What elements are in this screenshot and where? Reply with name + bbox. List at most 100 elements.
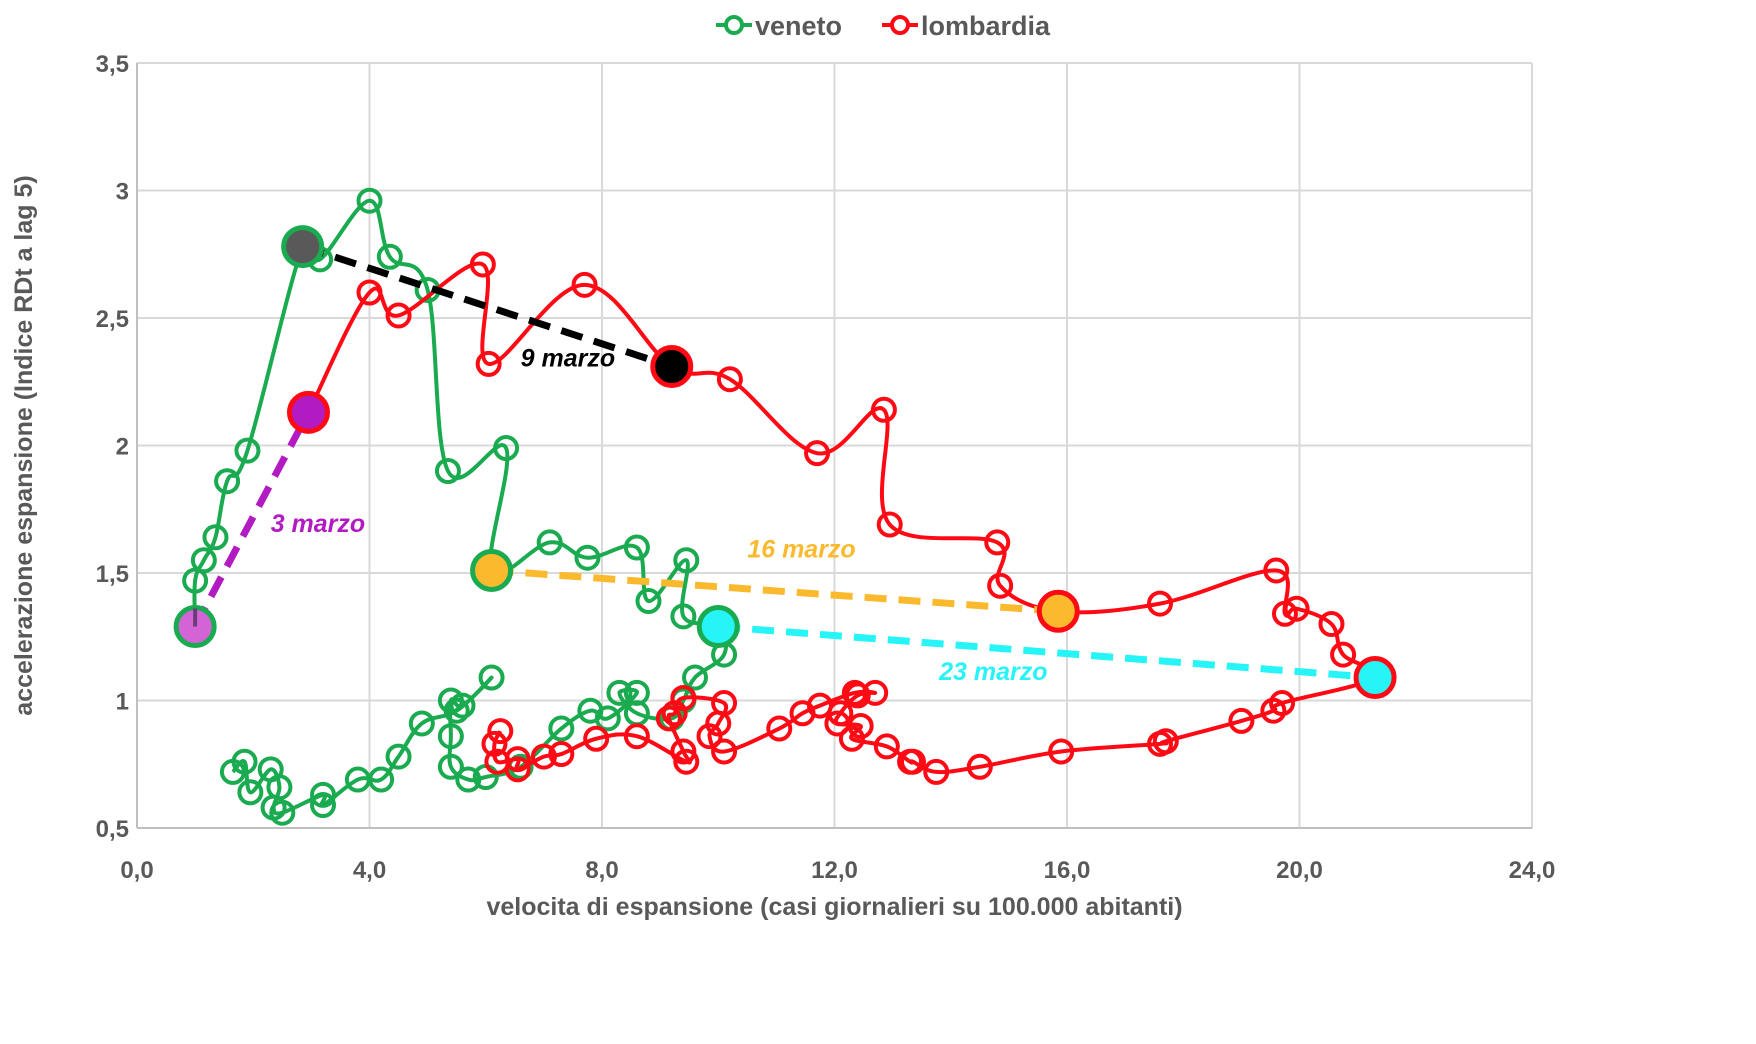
- data-point-lombardia: [655, 705, 682, 732]
- data-point-veneto: [449, 692, 476, 719]
- data-point-lombardia: [870, 396, 897, 423]
- connector-9-marzo: [301, 243, 673, 370]
- annotation-9-marzo: 9 marzo: [521, 344, 615, 372]
- data-point-lombardia: [623, 723, 650, 750]
- data-point-veneto: [408, 710, 435, 737]
- data-point-lombardia: [711, 738, 738, 765]
- data-point-veneto: [635, 588, 662, 615]
- x-tick-label: 16,0: [1044, 857, 1091, 884]
- data-point-lombardia: [1271, 600, 1298, 627]
- data-point-lombardia: [876, 511, 903, 538]
- series-layer: [182, 187, 1389, 826]
- data-point-veneto: [606, 679, 633, 706]
- legend-item-veneto[interactable]: veneto: [716, 11, 842, 41]
- y-tick-label: 3,5: [96, 51, 129, 78]
- highlight-markers: [173, 225, 1397, 700]
- data-point-veneto: [234, 437, 261, 464]
- highlight-lombardia-23-marzo: [1353, 656, 1397, 700]
- data-point-lombardia: [789, 700, 816, 727]
- legend-lombardia-label: lombardia: [921, 11, 1051, 41]
- highlight-veneto-16-marzo: [470, 548, 514, 592]
- data-point-lombardia: [1260, 697, 1287, 724]
- highlight-veneto-9-marzo: [281, 225, 325, 269]
- data-point-lombardia: [711, 690, 738, 717]
- y-tick-label: 0,5: [96, 816, 129, 843]
- data-point-veneto: [202, 524, 229, 551]
- y-tick-label: 2,5: [96, 306, 129, 333]
- data-point-veneto: [577, 697, 604, 724]
- data-point-lombardia: [1283, 595, 1310, 622]
- data-point-lombardia: [766, 715, 793, 742]
- x-tick-label: 0,0: [120, 857, 153, 884]
- data-point-lombardia: [530, 743, 557, 770]
- data-point-veneto: [219, 758, 246, 785]
- data-point-veneto: [682, 664, 708, 691]
- data-point-veneto: [310, 781, 336, 808]
- legend-veneto-marker: [724, 15, 744, 35]
- data-point-veneto: [376, 243, 403, 270]
- annotation-23-marzo: 23 marzo: [938, 658, 1047, 686]
- legend-lombardia-marker: [890, 15, 910, 35]
- annotations: 3 marzo 9 marzo 16 marzo 23 marzo: [271, 344, 1048, 686]
- highlight-lombardia-9-marzo: [650, 344, 694, 388]
- series-lombardia: [295, 251, 1389, 785]
- data-point-veneto: [623, 679, 650, 706]
- data-point-veneto: [385, 743, 412, 770]
- x-tick-label: 20,0: [1276, 857, 1323, 884]
- data-point-veneto: [548, 715, 575, 742]
- y-tick-label: 2: [116, 434, 129, 461]
- data-point-lombardia: [481, 730, 508, 757]
- data-point-lombardia: [1228, 707, 1255, 734]
- y-axis-ticks: 0,5 1 1,5 2 2,5 3 3,5: [96, 51, 129, 843]
- data-point-veneto: [443, 697, 470, 724]
- y-tick-label: 1,5: [96, 561, 129, 588]
- data-point-lombardia: [923, 758, 950, 785]
- annotation-3-marzo: 3 marzo: [271, 510, 365, 538]
- data-point-veneto: [257, 756, 284, 783]
- data-point-veneto: [478, 664, 505, 691]
- data-point-lombardia: [1330, 641, 1357, 668]
- data-point-lombardia: [987, 572, 1014, 599]
- data-point-lombardia: [583, 725, 610, 752]
- connector-16-marzo: [491, 566, 1059, 615]
- data-point-lombardia: [1147, 730, 1173, 757]
- data-point-lombardia: [469, 251, 496, 278]
- data-point-lombardia: [1048, 738, 1075, 765]
- data-point-lombardia: [984, 529, 1011, 556]
- y-tick-label: 3: [116, 179, 129, 206]
- data-point-veneto: [623, 534, 650, 561]
- data-point-veneto: [673, 547, 700, 574]
- data-point-lombardia: [484, 748, 511, 775]
- annotation-16-marzo: 16 marzo: [747, 536, 855, 564]
- data-point-lombardia: [716, 366, 743, 393]
- data-point-lombardia: [824, 710, 851, 737]
- data-point-veneto: [493, 435, 520, 462]
- data-point-veneto: [356, 187, 383, 214]
- data-point-veneto: [536, 529, 563, 556]
- legend: veneto lombardia: [716, 11, 1051, 41]
- data-point-lombardia: [548, 741, 575, 768]
- highlight-connectors: [192, 243, 1376, 682]
- x-tick-label: 8,0: [585, 857, 618, 884]
- highlight-veneto-23-marzo: [696, 605, 740, 649]
- data-point-veneto: [214, 468, 241, 495]
- data-point-veneto: [344, 766, 371, 793]
- data-point-lombardia: [1147, 590, 1173, 617]
- data-point-lombardia: [804, 440, 831, 467]
- data-point-lombardia: [841, 679, 868, 706]
- data-point-lombardia: [487, 718, 514, 745]
- legend-veneto-label: veneto: [755, 11, 842, 41]
- legend-item-lombardia[interactable]: lombardia: [882, 11, 1051, 41]
- data-point-lombardia: [673, 748, 700, 775]
- x-tick-label: 12,0: [811, 857, 858, 884]
- data-point-veneto: [434, 458, 461, 484]
- x-axis-ticks: 0,0 4,0 8,0 12,0 16,0 20,0 24,0: [120, 857, 1555, 884]
- x-tick-label: 4,0: [353, 857, 386, 884]
- data-point-lombardia: [385, 302, 412, 329]
- y-axis-title: accelerazione espansione (Indice RDt a l…: [10, 175, 38, 715]
- data-point-lombardia: [873, 733, 900, 760]
- connector-23-marzo: [717, 623, 1376, 682]
- highlight-lombardia-3-marzo: [286, 390, 330, 434]
- data-point-lombardia: [661, 700, 688, 727]
